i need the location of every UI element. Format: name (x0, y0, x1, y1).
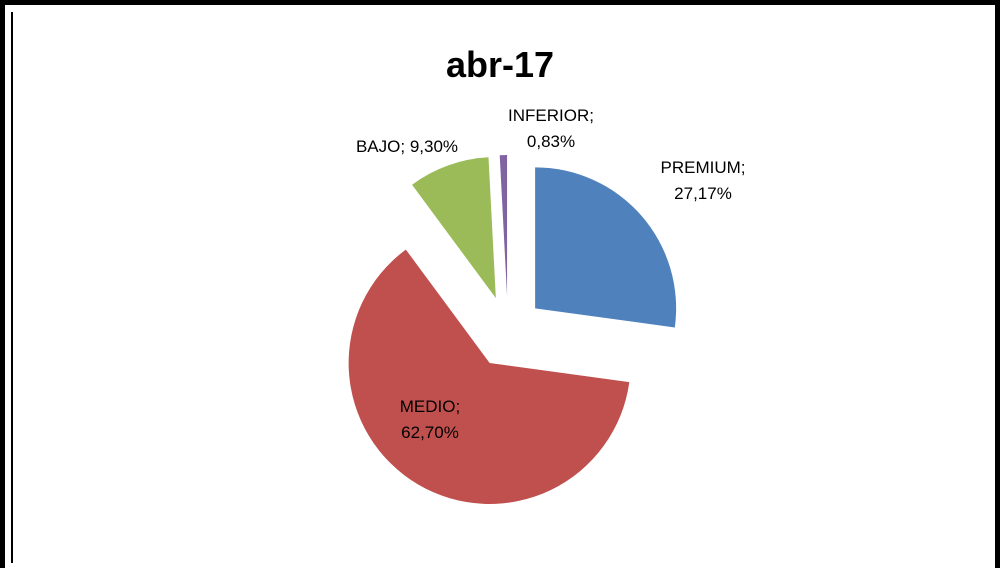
data-label: MEDIO; 62,70% (399, 397, 461, 442)
chart-area-edge (11, 12, 13, 563)
pie-slice (535, 167, 677, 328)
pie-slice (499, 155, 508, 297)
pie-slice (412, 157, 496, 299)
data-label: BAJO; 9,30% (355, 137, 459, 156)
data-label: PREMIUM; 27,17% (660, 158, 746, 203)
pie-slice (348, 249, 630, 504)
chart-title: abr-17 (445, 44, 555, 85)
data-label: INFERIOR; 0,83% (508, 106, 594, 151)
